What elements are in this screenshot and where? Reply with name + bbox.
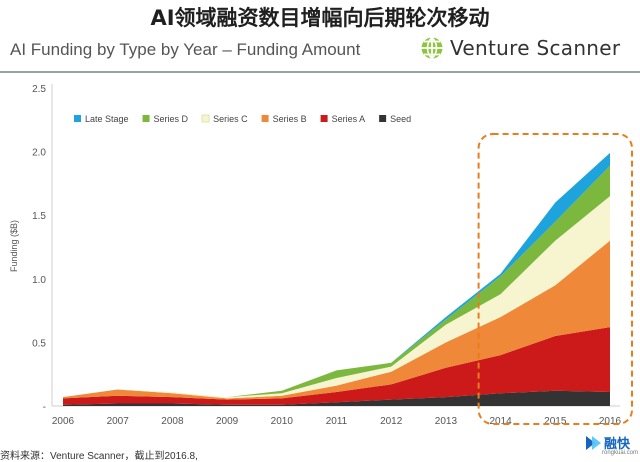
area-seed xyxy=(63,390,610,406)
legend-label-series-a: Series A xyxy=(332,114,366,124)
headline: AI领域融资数目增幅向后期轮次移动 xyxy=(150,6,490,30)
legend-swatch-series-c xyxy=(201,114,210,123)
y-axis-label: Funding ($B) xyxy=(9,220,19,272)
x-tick-label: 2016 xyxy=(599,416,622,427)
venture-scanner-logo: Venture Scanner xyxy=(420,36,620,60)
area-series-d xyxy=(63,165,610,398)
legend-label-series-d: Series D xyxy=(154,114,189,124)
legend-swatch-late-stage xyxy=(74,115,81,122)
x-tick-label: 2006 xyxy=(52,416,75,427)
area-late-stage xyxy=(63,152,610,398)
rongkuai-site: rongkuai.com xyxy=(602,450,639,456)
y-tick-label: 2.0 xyxy=(32,148,46,159)
area-chart: - 0.5 1.0 1.5 2.0 2.5 2006 2007 2008 2009 2010 201… xyxy=(9,84,633,427)
globe-logo-icon xyxy=(421,36,443,60)
legend-label-late-stage: Late Stage xyxy=(85,114,129,124)
source-note: 资料来源：Venture Scanner，截止到2016.8, xyxy=(0,451,198,462)
title-divider xyxy=(0,71,640,73)
rongkuai-mark-icon xyxy=(586,435,601,450)
x-tick-label: 2013 xyxy=(435,416,458,427)
x-tick-label: 2007 xyxy=(107,416,130,427)
area-series-a xyxy=(63,327,610,405)
rongkuai-brand: 融快 xyxy=(604,437,631,452)
y-tick-label: 1.0 xyxy=(32,275,46,286)
area-series-c xyxy=(63,196,610,399)
brand-name: Venture Scanner xyxy=(450,36,621,60)
legend-swatch-series-b xyxy=(261,115,269,122)
x-tick-label: 2011 xyxy=(326,416,348,427)
y-tick-label: 0.5 xyxy=(32,338,46,349)
legend-swatch-seed xyxy=(379,115,387,122)
y-tick-label: 1.5 xyxy=(32,211,46,222)
legend-swatch-series-d xyxy=(142,115,150,122)
legend-label-series-c: Series C xyxy=(213,114,248,124)
highlight-box xyxy=(477,133,633,425)
x-tick-label: 2010 xyxy=(271,416,294,427)
legend-label-seed: Seed xyxy=(390,114,411,124)
x-tick-label: 2014 xyxy=(489,416,512,427)
legend-swatch-series-a xyxy=(320,115,328,122)
x-tick-label: 2009 xyxy=(216,416,239,427)
y-tick-label: 2.5 xyxy=(32,84,46,95)
x-tick-label: 2012 xyxy=(380,416,403,427)
legend-label-series-b: Series B xyxy=(273,114,307,124)
area-series-b xyxy=(63,240,610,400)
x-tick-label: 2008 xyxy=(161,416,184,427)
y-tick-label: - xyxy=(43,402,46,413)
x-tick-label: 2015 xyxy=(544,416,567,427)
chart-title: AI Funding by Type by Year – Funding Amo… xyxy=(10,40,361,59)
rongkuai-logo: 融快 rongkuai.com xyxy=(584,433,638,456)
